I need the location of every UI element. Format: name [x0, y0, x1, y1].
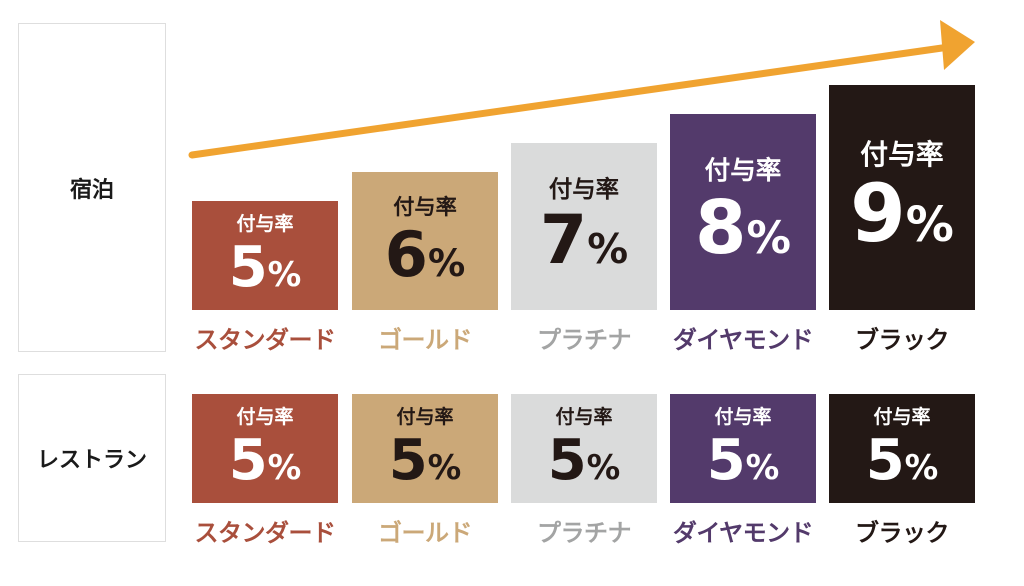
bar-value-label: 8% — [695, 191, 791, 265]
bar-value-label: 9% — [850, 174, 954, 254]
bar-value-unit: % — [905, 197, 954, 254]
bar-value-label: 5% — [707, 433, 780, 489]
bar-value-label: 5% — [229, 240, 302, 296]
bar-value-number: 7 — [539, 201, 588, 281]
tier-label-hotel-4: ブラック — [855, 326, 950, 354]
trend-arrow-shaft — [188, 44, 946, 159]
bar-value-label: 5% — [229, 433, 302, 489]
tier-label-restaurant-0: スタンダード — [194, 519, 337, 547]
bar-value-label: 7% — [540, 207, 628, 275]
bar-value-number: 5 — [865, 428, 905, 493]
bar-value-number: 5 — [388, 428, 428, 493]
bar-rate-label: 付与率 — [236, 213, 294, 235]
bar-value-label: 5% — [548, 433, 621, 489]
bar-value-number: 5 — [547, 428, 587, 493]
bar-rate-label: 付与率 — [714, 406, 772, 428]
bar-value-unit: % — [745, 448, 780, 487]
bar-hotel-2: 付与率 7% — [511, 143, 657, 310]
tier-label-restaurant-2: プラチナ — [537, 519, 632, 547]
tier-label-hotel-2: プラチナ — [537, 326, 632, 354]
bar-restaurant-2: 付与率 5% — [511, 394, 657, 503]
tier-label-restaurant-4: ブラック — [855, 519, 950, 547]
bar-value-unit: % — [267, 255, 302, 294]
bar-value-label: 6% — [385, 223, 466, 286]
bar-restaurant-4: 付与率 5% — [829, 394, 975, 503]
bar-rate-label: 付与率 — [396, 406, 454, 428]
tier-label-hotel-1: ゴールド — [378, 326, 473, 354]
bar-value-number: 5 — [228, 235, 268, 300]
bar-value-unit: % — [746, 212, 791, 264]
bar-rate-label: 付与率 — [873, 406, 931, 428]
row-label-restaurant: レストラン — [18, 374, 166, 542]
bar-hotel-1: 付与率 6% — [352, 172, 498, 310]
row-label-hotel: 宿泊 — [18, 23, 166, 352]
trend-arrow-head — [940, 20, 975, 70]
bar-hotel-0: 付与率 5% — [192, 201, 338, 310]
bar-value-number: 5 — [228, 428, 268, 493]
bar-value-number: 6 — [384, 217, 428, 291]
bar-rate-label: 付与率 — [236, 406, 294, 428]
tier-label-hotel-3: ダイヤモンド — [672, 326, 814, 354]
bar-value-unit: % — [427, 240, 466, 285]
bar-value-unit: % — [427, 448, 462, 487]
bar-hotel-3: 付与率 8% — [670, 114, 816, 310]
bar-value-number: 5 — [706, 428, 746, 493]
bar-value-unit: % — [267, 448, 302, 487]
bar-rate-label: 付与率 — [704, 156, 782, 187]
bar-value-unit: % — [587, 225, 629, 274]
bar-rate-label: 付与率 — [548, 174, 620, 203]
bar-restaurant-3: 付与率 5% — [670, 394, 816, 503]
bar-value-number: 8 — [695, 184, 747, 271]
tier-label-restaurant-1: ゴールド — [378, 519, 473, 547]
bar-value-unit: % — [586, 448, 621, 487]
bar-value-number: 9 — [850, 167, 906, 261]
tier-label-hotel-0: スタンダード — [194, 326, 337, 354]
bar-hotel-4: 付与率 9% — [829, 85, 975, 310]
bar-rate-label: 付与率 — [555, 406, 613, 428]
bar-rate-label: 付与率 — [860, 137, 944, 171]
bar-value-unit: % — [904, 448, 939, 487]
bar-restaurant-1: 付与率 5% — [352, 394, 498, 503]
bar-rate-label: 付与率 — [393, 194, 457, 220]
bar-value-label: 5% — [389, 433, 462, 489]
tier-label-restaurant-3: ダイヤモンド — [672, 519, 814, 547]
bar-value-label: 5% — [866, 433, 939, 489]
bar-restaurant-0: 付与率 5% — [192, 394, 338, 503]
